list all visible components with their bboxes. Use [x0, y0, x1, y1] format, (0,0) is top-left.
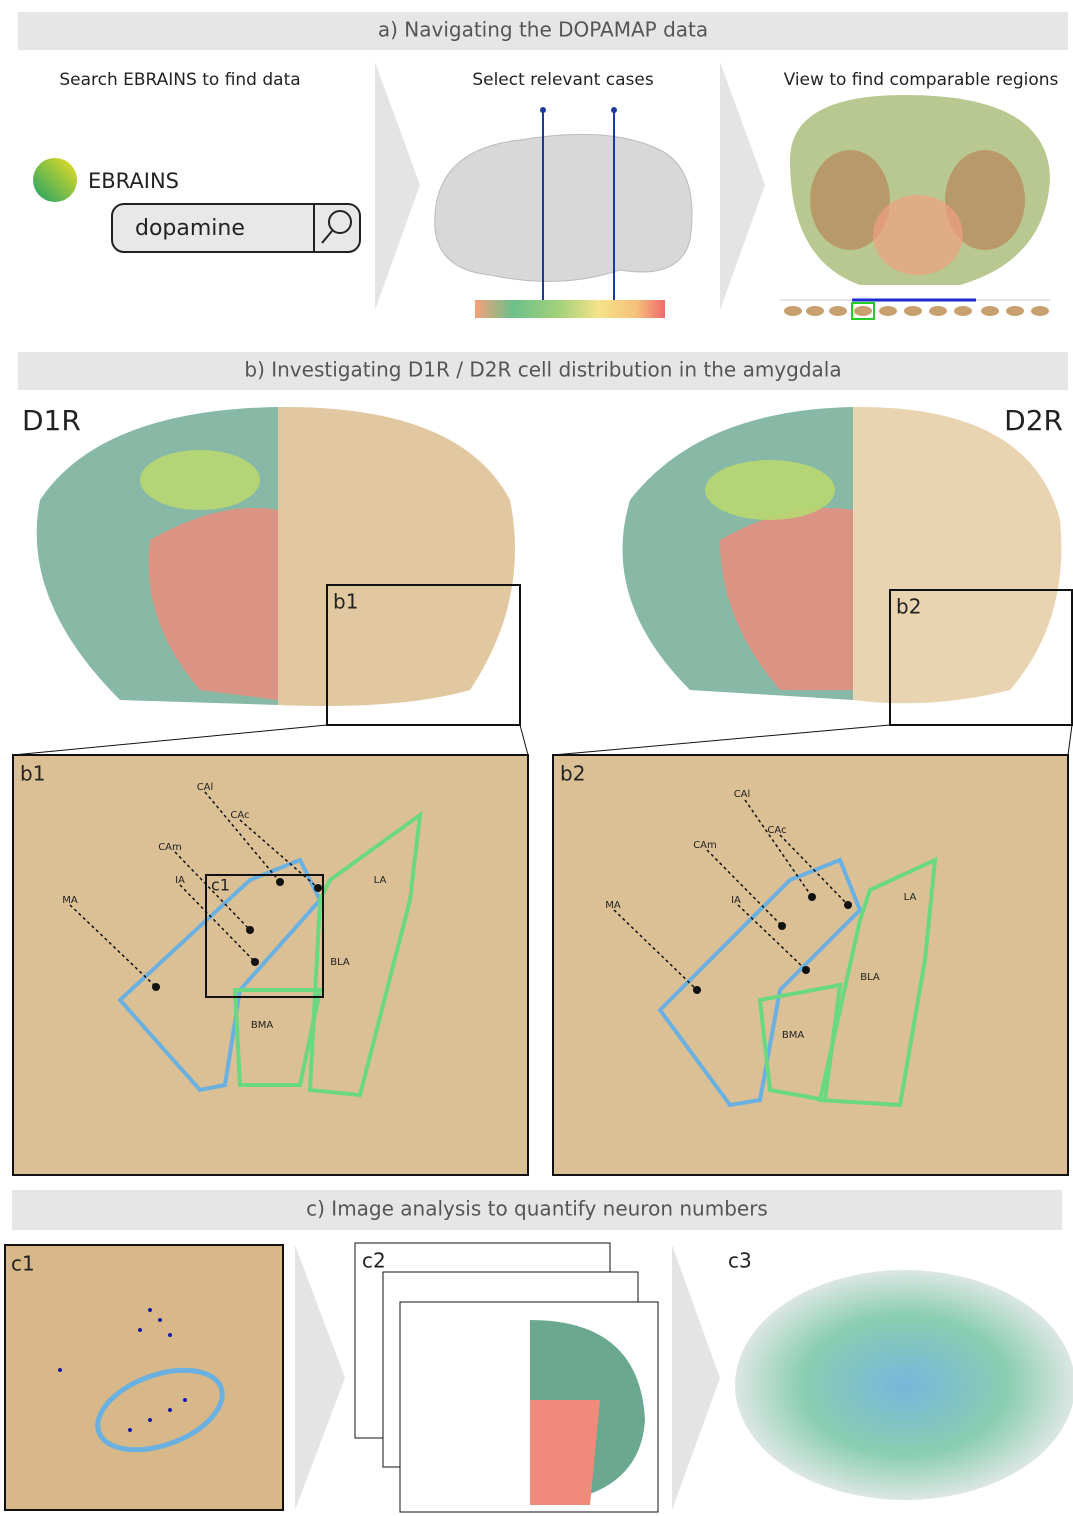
- chevron: [720, 62, 765, 310]
- panel-a: a) Navigating the DOPAMAP data Search EB…: [18, 12, 1068, 319]
- brain-3d: [435, 134, 692, 281]
- region-label: BLA: [330, 957, 350, 968]
- region-label: BMA: [251, 1020, 273, 1031]
- region-label: CAc: [767, 825, 786, 836]
- inset-label: b1: [333, 590, 358, 614]
- region-label: IA: [731, 895, 741, 906]
- step-label: Select relevant cases: [472, 70, 654, 90]
- region-label: MA: [62, 895, 78, 906]
- inset-label: b2: [896, 595, 921, 619]
- step-label: Search EBRAINS to find data: [59, 70, 300, 90]
- section-title: b) Investigating D1R / D2R cell distribu…: [244, 358, 841, 382]
- section-title: c) Image analysis to quantify neuron num…: [306, 1197, 768, 1221]
- zoom-label: b1: [20, 762, 45, 786]
- color-bar: [475, 300, 665, 318]
- chevron: [375, 62, 420, 310]
- region-label: CAm: [158, 842, 182, 853]
- section-title: a) Navigating the DOPAMAP data: [378, 18, 708, 42]
- logo-text: EBRAINS: [88, 169, 179, 193]
- region-label: CAc: [230, 810, 249, 821]
- zoom-panel: [553, 755, 1068, 1175]
- region-label: BLA: [860, 972, 880, 983]
- panel-label: c2: [362, 1249, 386, 1273]
- receptor-label: D1R: [22, 404, 81, 437]
- figure: a) Navigating the DOPAMAP data Search EB…: [0, 0, 1073, 1516]
- region-label: BMA: [782, 1030, 804, 1041]
- panel-label: c1: [11, 1252, 35, 1276]
- logo: [33, 158, 77, 202]
- zoom-panel: [13, 755, 528, 1175]
- zoom-label: b2: [560, 762, 585, 786]
- region-label: CAl: [734, 789, 751, 800]
- region-label: MA: [605, 900, 621, 911]
- region-label: IA: [175, 875, 185, 886]
- region-label: CAm: [693, 840, 717, 851]
- step-label: View to find comparable regions: [784, 70, 1059, 90]
- panel-b: b) Investigating D1R / D2R cell distribu…: [13, 352, 1072, 1175]
- search-text: dopamine: [135, 216, 245, 241]
- region-label: CAl: [197, 782, 214, 793]
- region-label: LA: [904, 892, 917, 903]
- panel-c: c) Image analysis to quantify neuron num…: [5, 1190, 1073, 1512]
- receptor-label: D2R: [1004, 404, 1063, 437]
- panel-label: c3: [728, 1249, 752, 1273]
- point-cloud: [735, 1270, 1073, 1500]
- region-label: LA: [374, 875, 387, 886]
